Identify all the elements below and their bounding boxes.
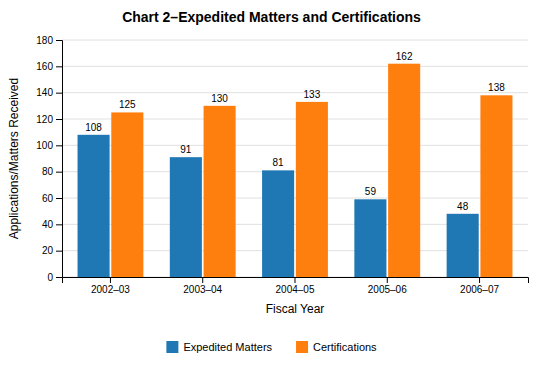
y-tick-mark: [56, 198, 62, 199]
grid-line: [62, 40, 528, 41]
data-label: 130: [211, 93, 228, 104]
x-tick: 2004–05: [276, 277, 315, 295]
y-tick-label: 60: [42, 193, 54, 204]
x-tick: 2005–06: [368, 277, 407, 295]
y-tick-mark: [56, 145, 62, 146]
y-tick: 140: [36, 87, 62, 98]
bar: [296, 102, 328, 277]
y-tick-mark: [56, 224, 62, 225]
x-tick-mark: [387, 277, 388, 283]
legend-item: Expedited Matters: [166, 341, 272, 353]
bar: [447, 214, 479, 277]
legend: Expedited Matters Certifications: [166, 341, 377, 353]
y-axis: 0 20 40 60 80 100 120 140 160 180: [36, 35, 62, 283]
bar: [262, 170, 294, 277]
data-label: 91: [180, 144, 192, 155]
y-tick-mark: [56, 251, 62, 252]
data-label: 138: [488, 82, 505, 93]
plot: 108 91 81 59 48 125 130 133 162 138 0 20 40 60 80 100 12…: [7, 35, 529, 316]
x-tick: 2002–03: [91, 277, 130, 295]
y-tick-label: 80: [42, 166, 54, 177]
y-axis-line: [56, 41, 63, 278]
y-tick-label: 160: [36, 61, 53, 72]
bar: [204, 106, 236, 277]
y-tick-mark: [56, 277, 62, 278]
y-tick-label: 40: [42, 219, 54, 230]
y-tick: 20: [42, 245, 62, 256]
bar: [111, 112, 143, 277]
bar: [78, 135, 110, 277]
y-tick: 60: [42, 193, 62, 204]
y-tick-mark: [56, 93, 62, 94]
x-tick-label: 2005–06: [368, 284, 407, 295]
legend-label: Certifications: [313, 341, 377, 353]
legend-item: Certifications: [296, 341, 377, 353]
y-tick-label: 100: [36, 140, 53, 151]
y-tick: 120: [36, 114, 62, 125]
data-label: 59: [365, 186, 377, 197]
title: Chart 2–Expedited Matters and Certificat…: [122, 9, 421, 25]
y-tick-mark: [56, 119, 62, 120]
data-label: 48: [457, 201, 469, 212]
x-tick-label: 2006–07: [460, 284, 499, 295]
legend-swatch: [296, 341, 308, 353]
y-tick-mark: [56, 172, 62, 173]
bar: [354, 199, 386, 277]
data-label: 162: [396, 51, 413, 62]
grid-line: [62, 66, 528, 67]
x-tick-label: 2002–03: [91, 284, 130, 295]
x-axis-line: [63, 278, 529, 284]
y-tick: 180: [36, 35, 62, 46]
y-tick: 40: [42, 219, 62, 230]
y-tick: 160: [36, 61, 62, 72]
y-tick-label: 120: [36, 114, 53, 125]
data-label: 81: [273, 157, 285, 168]
grid-line: [62, 92, 528, 93]
bars: [78, 64, 513, 277]
data-label: 108: [85, 122, 102, 133]
x-tick-mark: [202, 277, 203, 283]
legend-label: Expedited Matters: [183, 341, 272, 353]
y-tick: 100: [36, 140, 62, 151]
x-axis-title: Fiscal Year: [266, 302, 325, 316]
x-tick: 2006–07: [460, 277, 499, 295]
y-tick-label: 180: [36, 35, 53, 46]
y-tick-label: 20: [42, 245, 54, 256]
data-label: 125: [119, 99, 136, 110]
bar: [170, 157, 202, 277]
data-label: 133: [304, 89, 321, 100]
bar: [480, 95, 512, 277]
y-tick: 0: [47, 272, 62, 283]
bar: [388, 64, 420, 277]
x-tick-label: 2003–04: [183, 284, 222, 295]
x-axis: 2002–03 2003–04 2004–05 2005–06 2006–07: [63, 277, 529, 295]
x-tick-label: 2004–05: [276, 284, 315, 295]
chart: Chart 2–Expedited Matters and Certificat…: [0, 0, 543, 365]
y-tick-label: 140: [36, 87, 53, 98]
grid: [62, 40, 528, 277]
data-labels: 108 91 81 59 48 125 130 133 162 138: [85, 51, 505, 212]
series: [111, 64, 512, 277]
x-tick-mark: [295, 277, 296, 283]
y-tick-mark: [56, 66, 62, 67]
y-tick: 80: [42, 166, 62, 177]
y-tick-label: 0: [47, 272, 53, 283]
y-tick-mark: [56, 40, 62, 41]
x-tick-mark: [110, 277, 111, 283]
legend-swatch: [166, 341, 178, 353]
x-tick-mark: [479, 277, 480, 283]
y-axis-title: Applications/Matters Received: [7, 78, 21, 239]
x-tick: 2003–04: [183, 277, 222, 295]
